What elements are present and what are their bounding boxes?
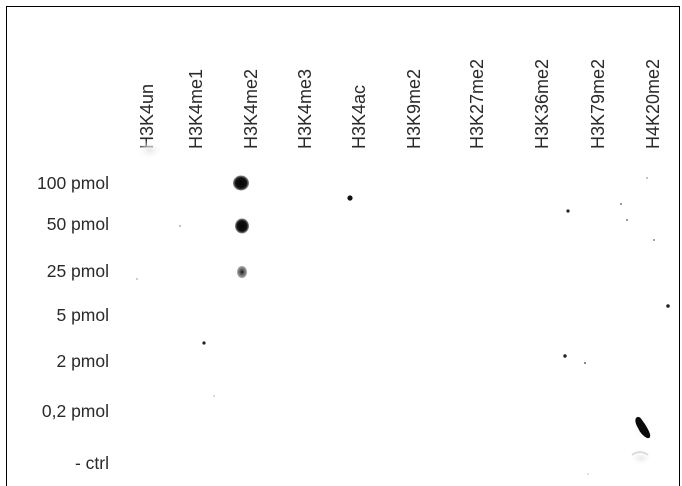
column-label-h3k27me2: H3K27me2	[467, 58, 487, 149]
dot-blot-frame	[6, 6, 680, 486]
column-label-h4k20me2: H4K20me2	[643, 58, 663, 149]
column-label-h3k4me3: H3K4me3	[295, 68, 315, 149]
row-label-25-pmol: 25 pmol	[46, 261, 109, 281]
column-label-h3k4un: H3K4un	[137, 83, 157, 149]
column-label-h3k9me2: H3K9me2	[404, 68, 424, 149]
column-label-h3k4me1: H3K4me1	[186, 68, 206, 149]
column-label-h3k79me2: H3K79me2	[588, 58, 608, 149]
column-label-h3k36me2: H3K36me2	[532, 58, 552, 149]
column-label-h3k4ac: H3K4ac	[349, 84, 369, 149]
row-label-100-pmol: 100 pmol	[37, 173, 109, 193]
row-label-2-pmol: 2 pmol	[56, 351, 109, 371]
row-label-5-pmol: 5 pmol	[56, 305, 109, 325]
row-label-0-2-pmol: 0,2 pmol	[41, 401, 109, 421]
row-label-50-pmol: 50 pmol	[46, 214, 109, 234]
column-label-h3k4me2: H3K4me2	[241, 68, 261, 149]
row-label-neg-ctrl: - ctrl	[74, 453, 109, 473]
